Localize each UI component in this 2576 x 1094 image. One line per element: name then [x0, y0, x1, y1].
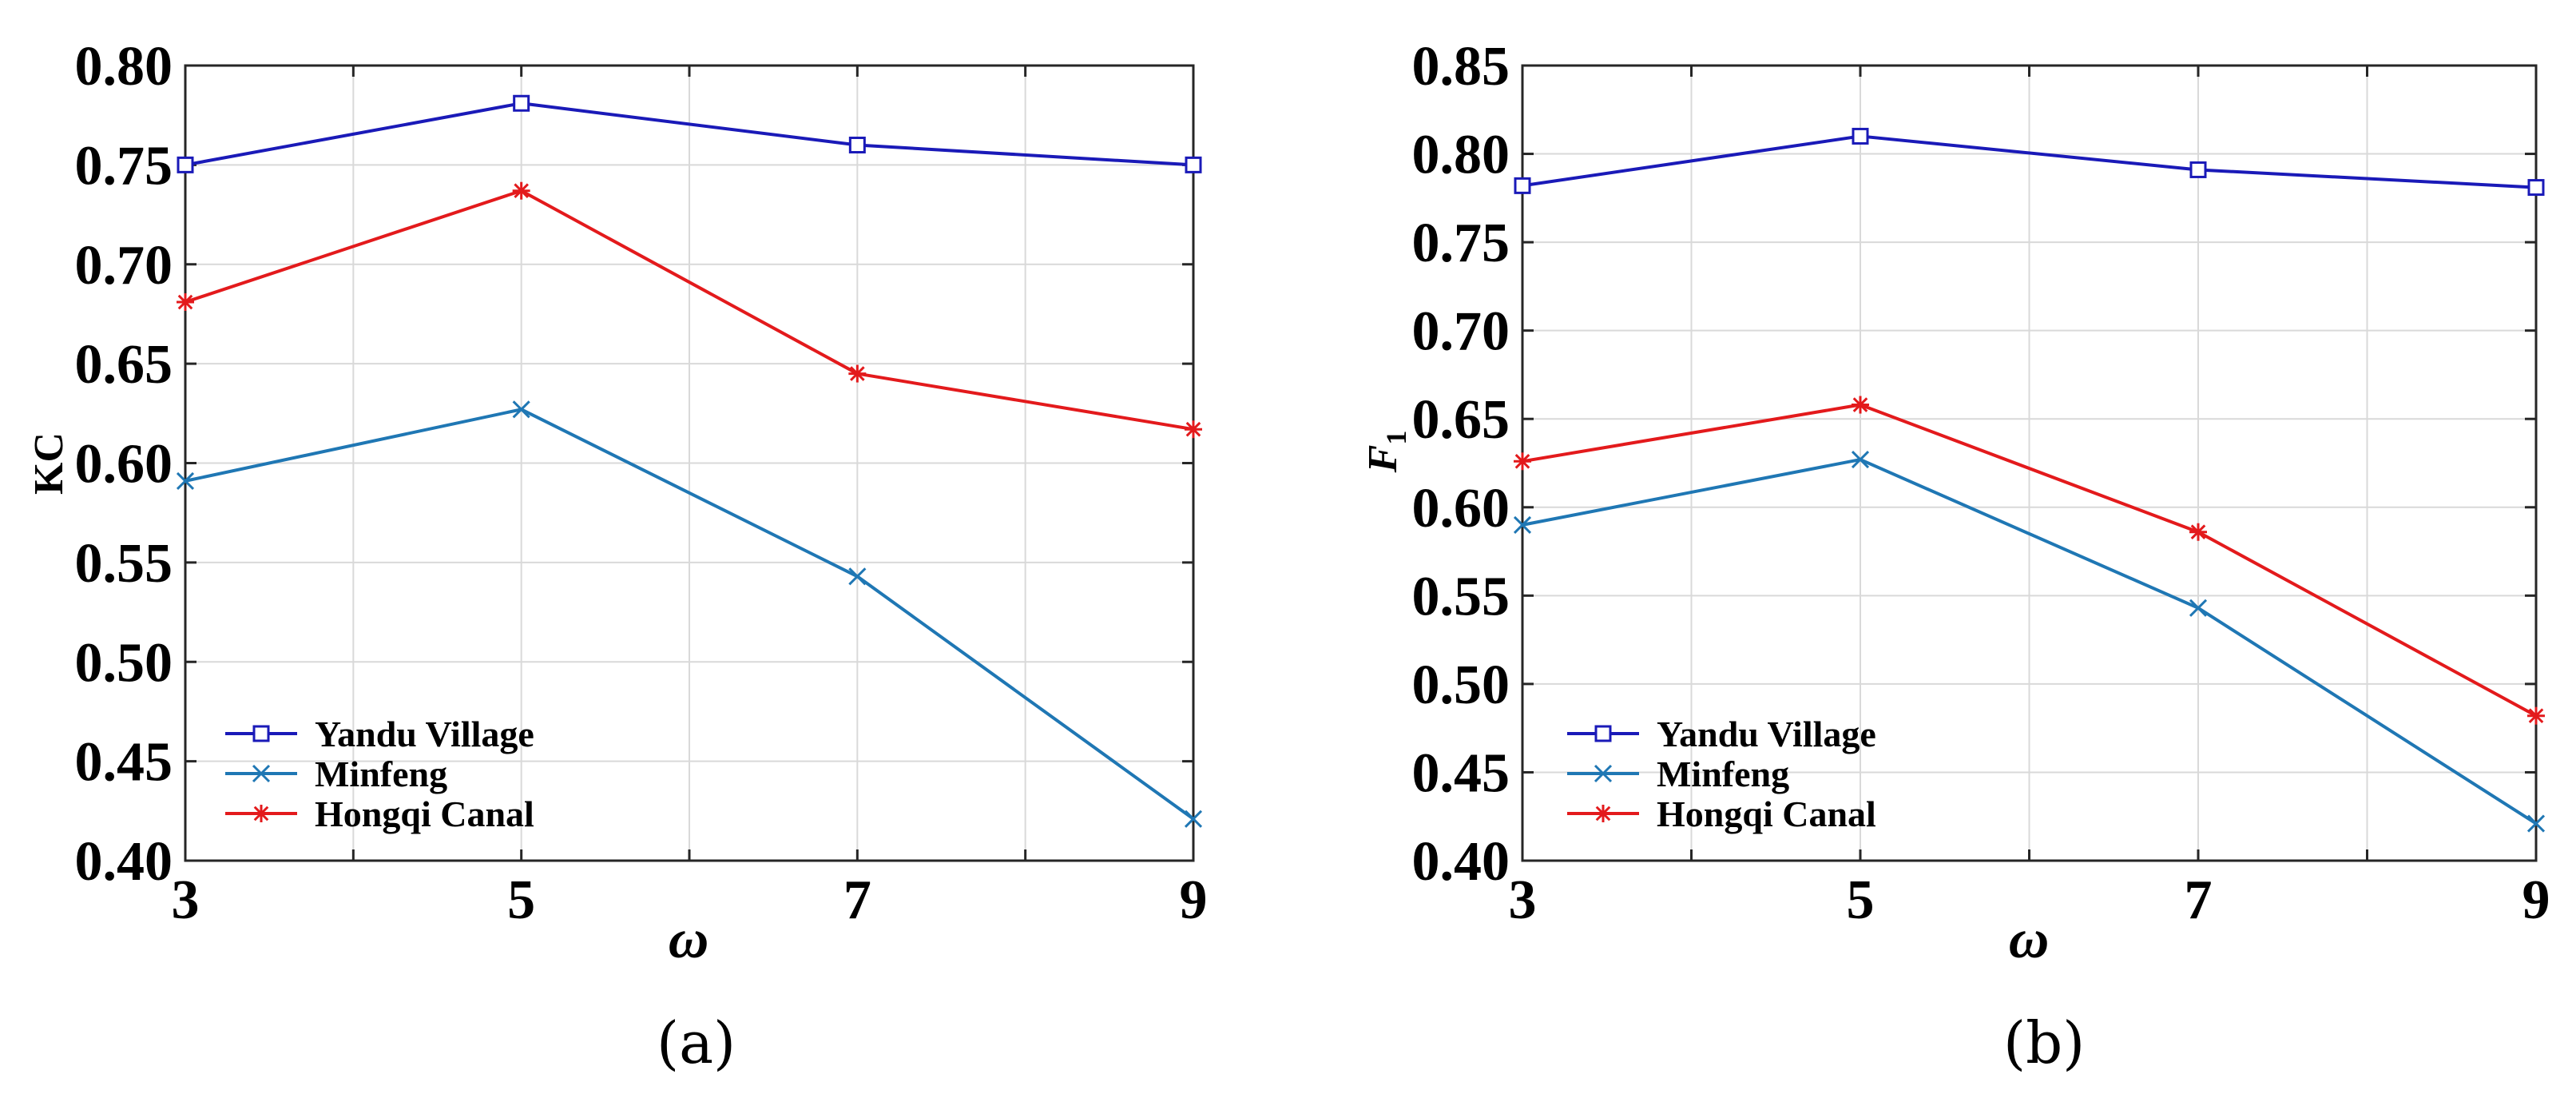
data-point-yandu-village [513, 94, 530, 112]
legend-label: Yandu Village [1657, 714, 1876, 754]
chart-panel-a: 0.40 0.45 0.50 0.55 0.60 0.65 0.70 0.75 0.80 3 5 7 9… [26, 36, 1208, 1076]
data-point-yandu-village [1185, 156, 1202, 173]
legend-label: Minfeng [315, 754, 447, 794]
data-point-yandu-village [177, 156, 194, 173]
legend-label: Hongqi Canal [1657, 794, 1876, 834]
y-tick-label: 0.65 [75, 334, 173, 396]
x-tick-label: 7 [2185, 869, 2213, 931]
y-tick-label: 0.80 [1412, 125, 1510, 186]
data-point-hongqi-canal [1514, 452, 1531, 471]
y-tick-label: 0.50 [1412, 654, 1510, 716]
data-point-minfeng [512, 400, 530, 419]
series-line-minfeng [185, 408, 1195, 821]
legend-label: Minfeng [1657, 754, 1789, 794]
y-tick-label: 0.40 [1412, 831, 1510, 893]
data-point-yandu-village [1852, 127, 1869, 145]
data-point-yandu-village [848, 137, 866, 153]
panel-label: (b) [2003, 1009, 2085, 1076]
data-point-hongqi-canal [1852, 396, 1869, 414]
x-tick-label: 5 [507, 869, 535, 931]
x-tick-label: 9 [1180, 869, 1208, 931]
y-axis-title: KC [26, 432, 72, 495]
y-axis-title-main: F [1360, 445, 1406, 474]
x-tick-label: 3 [1509, 869, 1537, 931]
legend-marker [252, 764, 271, 783]
data-point-minfeng [2526, 814, 2546, 833]
data-point-minfeng [1513, 515, 1532, 534]
y-tick-label: 0.55 [1412, 566, 1510, 627]
y-tick-label: 0.45 [1412, 742, 1510, 804]
y-tick-label: 0.40 [75, 831, 173, 893]
series-line-hongqi-canal [185, 189, 1194, 432]
x-tick-label: 9 [2522, 869, 2550, 931]
series-line-hongqi-canal [1522, 403, 2537, 718]
data-point-hongqi-canal [1185, 420, 1202, 439]
data-point-hongqi-canal [2189, 523, 2207, 541]
y-axis-title-subscript: 1 [1380, 431, 1412, 445]
y-tick-label: 0.45 [75, 732, 173, 794]
x-tick-label: 5 [1847, 869, 1875, 931]
legend-label: Hongqi Canal [315, 794, 534, 834]
y-tick-label: 0.85 [1412, 36, 1510, 97]
data-point-hongqi-canal [2527, 706, 2545, 725]
data-point-yandu-village [1514, 177, 1531, 194]
x-axis-title: ω [2009, 909, 2050, 970]
legend-marker [252, 725, 270, 742]
legend-label: Yandu Village [315, 714, 534, 754]
legend-marker [1594, 805, 1612, 822]
data-point-hongqi-canal [512, 181, 530, 200]
y-axis-title: F1 [1360, 431, 1412, 474]
data-point-minfeng [2189, 599, 2208, 617]
data-point-hongqi-canal [177, 293, 194, 312]
data-point-minfeng [1184, 810, 1203, 828]
legend-marker [1594, 725, 1612, 742]
y-tick-label: 0.60 [75, 434, 173, 495]
data-point-minfeng [1851, 451, 1870, 469]
y-tick-label: 0.50 [75, 632, 173, 694]
y-tick-label: 0.60 [1412, 478, 1510, 539]
y-tick-label: 0.80 [75, 36, 173, 97]
x-tick-label: 7 [843, 869, 871, 931]
panel-label: (a) [657, 1009, 736, 1076]
y-tick-label: 0.75 [75, 135, 173, 197]
data-point-minfeng [176, 471, 195, 490]
y-tick-label: 0.70 [1412, 301, 1510, 363]
legend-marker [252, 805, 270, 822]
series-line-yandu-village [1522, 134, 2537, 189]
data-point-yandu-village [2189, 161, 2207, 178]
data-point-yandu-village [2527, 179, 2545, 197]
chart-panel-b: 0.40 0.45 0.50 0.55 0.60 0.65 0.70 0.75 0.80 0.85… [1360, 36, 2550, 1076]
data-point-hongqi-canal [848, 364, 867, 383]
data-point-minfeng [848, 567, 867, 586]
y-tick-label: 0.75 [1412, 213, 1510, 274]
series-line-yandu-village [185, 101, 1194, 167]
y-tick-label: 0.65 [1412, 389, 1510, 451]
y-tick-label: 0.70 [75, 235, 173, 296]
y-tick-label: 0.55 [75, 533, 173, 595]
series-line-minfeng [1522, 458, 2538, 825]
x-axis-title: ω [669, 909, 709, 970]
x-tick-label: 3 [172, 869, 200, 931]
legend-marker [1594, 764, 1613, 783]
